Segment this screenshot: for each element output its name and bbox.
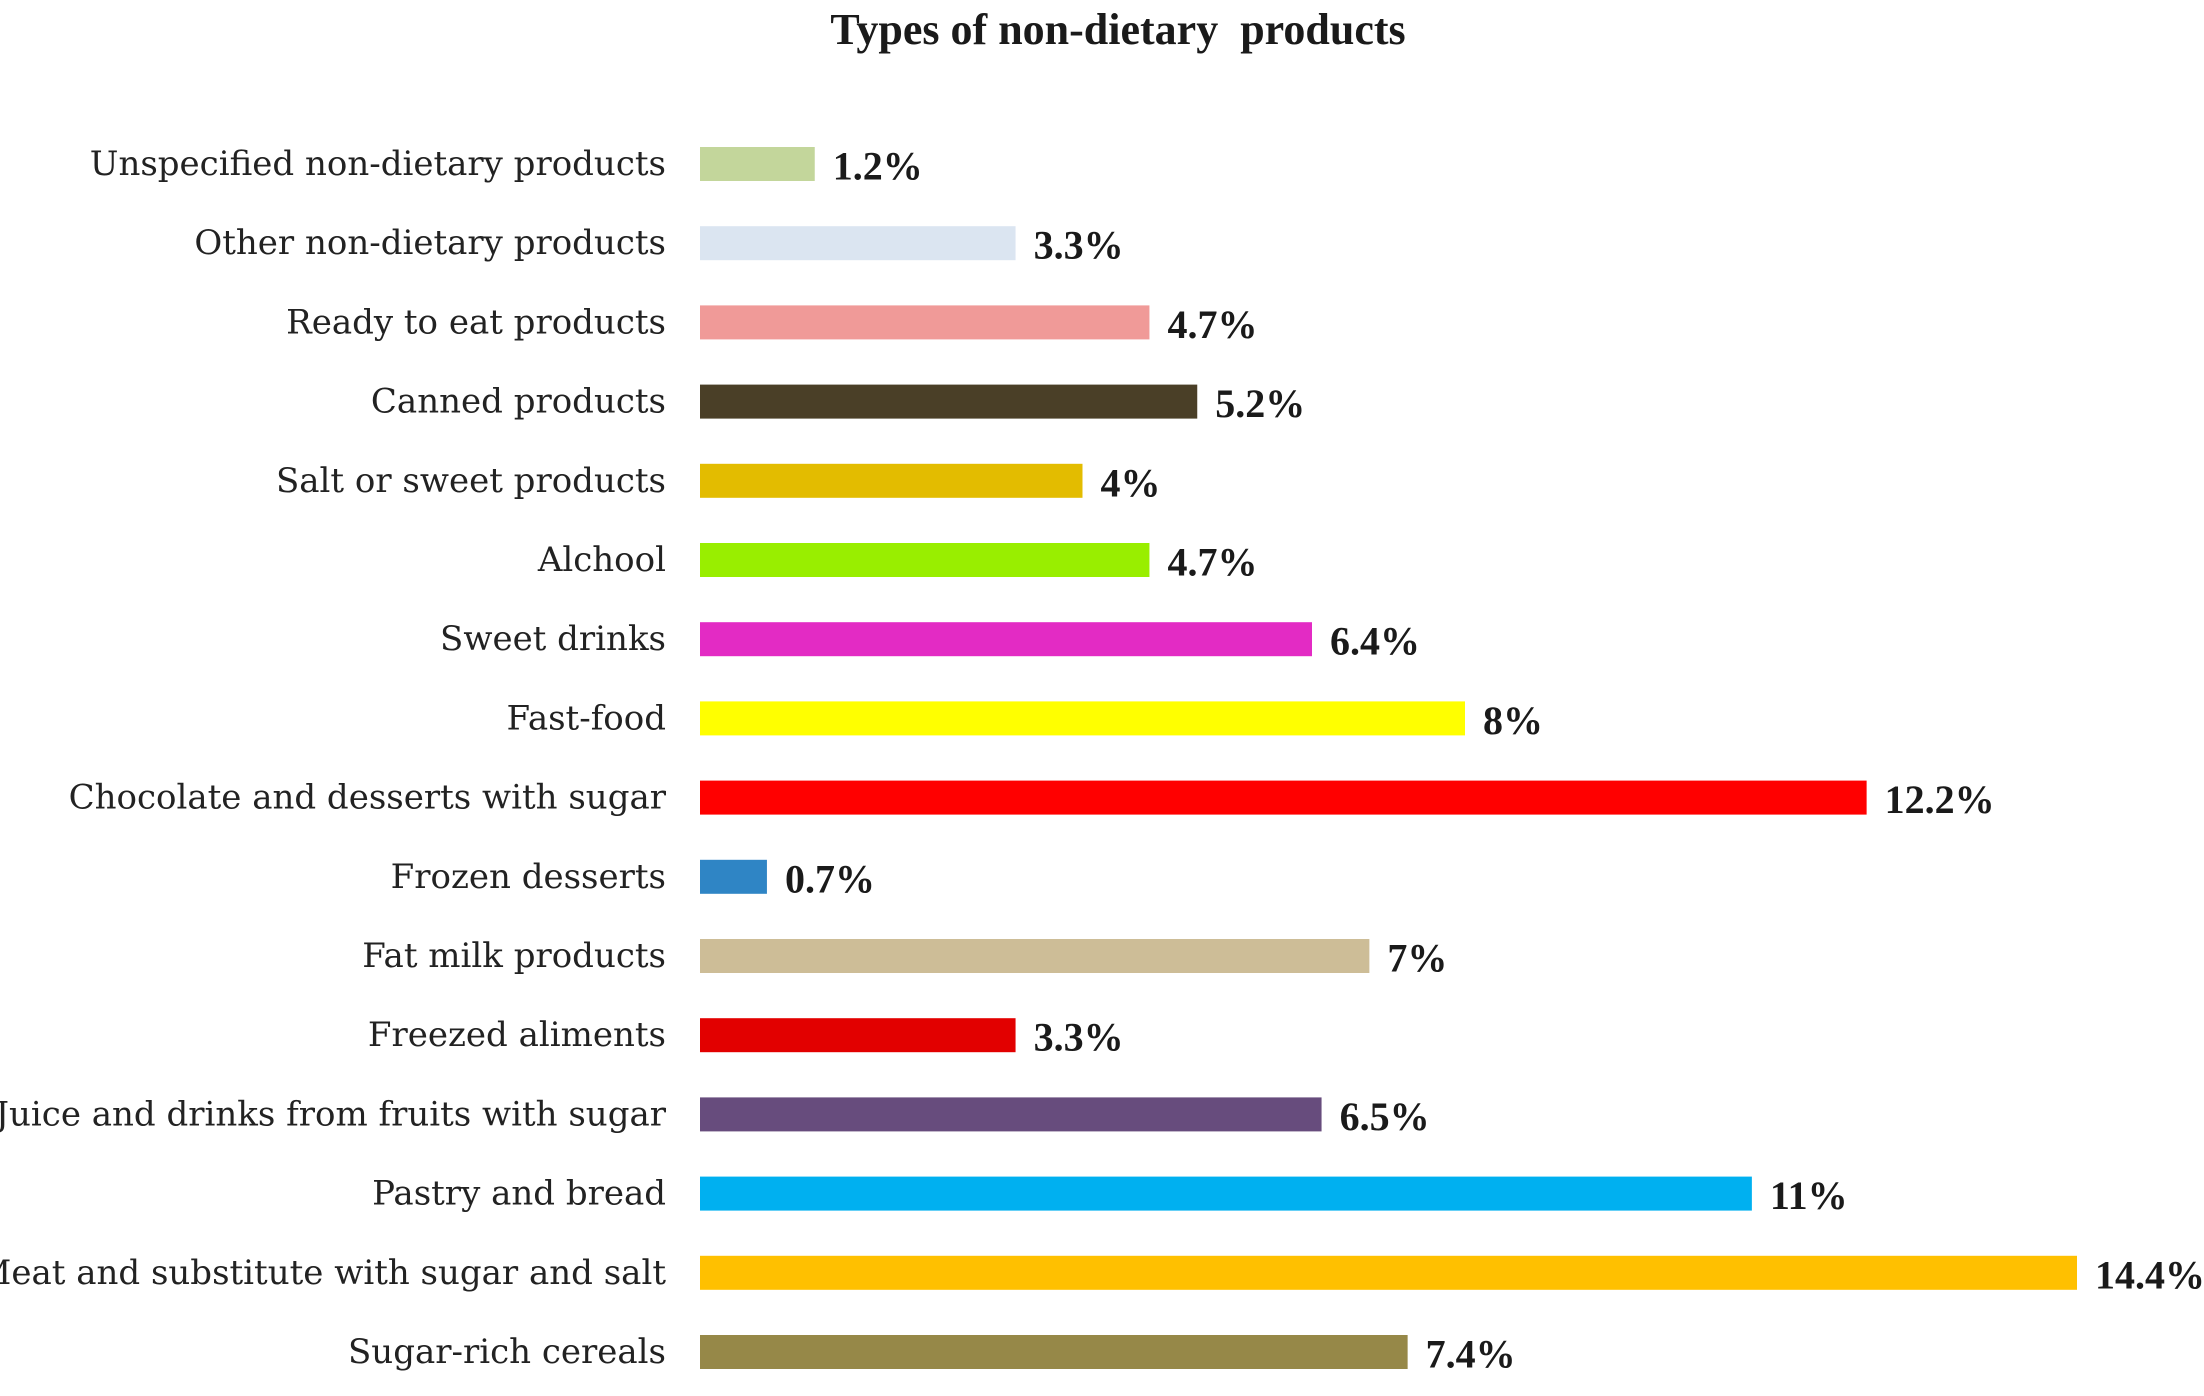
bar [700, 1255, 2077, 1290]
data-label: 12.2% [1885, 777, 1995, 822]
bar-row: Canned products 5.2% [371, 381, 1305, 426]
category-label: Ready to eat products [286, 302, 666, 342]
data-label: 4.7% [1167, 540, 1257, 585]
data-label: 4.7% [1167, 302, 1257, 347]
bar [700, 939, 1370, 973]
bar-row: Sweet drinks 6.4% [440, 619, 1420, 664]
category-label: Fat milk products [362, 936, 666, 976]
bar-row: Other non-dietary products 3.3% [194, 223, 1123, 268]
category-label: Unspecified non-dietary products [90, 144, 666, 184]
chart-title: Types of non-dietary products [830, 5, 1405, 54]
bar [700, 226, 1016, 261]
data-label: 0.7% [785, 856, 875, 901]
category-label: Sugar-rich cereals [348, 1332, 666, 1372]
data-label: 5.2% [1215, 381, 1305, 426]
category-label: Chocolate and desserts with sugar [69, 778, 667, 818]
bar [700, 305, 1150, 340]
bar [700, 622, 1312, 657]
bar-row: Fat milk products 7% [362, 936, 1447, 981]
category-label: Alchool [537, 540, 666, 580]
bar [700, 147, 815, 181]
data-label: 7% [1387, 936, 1447, 981]
category-label: Salt or sweet products [276, 461, 666, 501]
bar-row: Chocolate and desserts with sugar 12.2% [69, 777, 1995, 822]
data-label: 3.3% [1034, 1015, 1124, 1060]
data-label: 11% [1770, 1173, 1848, 1218]
bar-row: Sugar-rich cereals 7.4% [348, 1332, 1516, 1377]
bar-row: Pastry and bread 11% [372, 1173, 1848, 1218]
data-label: 1.2% [833, 144, 923, 189]
category-label: Canned products [371, 382, 666, 422]
bar [700, 1097, 1322, 1132]
bar-row: Fast-food 8% [507, 698, 1543, 743]
category-label: Frozen desserts [391, 857, 666, 897]
data-label: 8% [1483, 698, 1543, 743]
bar-row: Salt or sweet products 4% [276, 460, 1161, 505]
bar [700, 780, 1867, 815]
bar-row: Unspecified non-dietary products 1.2% [90, 144, 923, 189]
category-label: Other non-dietary products [194, 223, 666, 263]
data-label: 6.4% [1330, 619, 1420, 664]
data-label: 3.3% [1034, 223, 1124, 268]
bar-row: Frozen desserts 0.7% [391, 856, 875, 901]
bars-layer: Unspecified non-dietary products 1.2% Othe… [0, 144, 2204, 1377]
category-label: Pastry and bread [372, 1174, 666, 1214]
bar [700, 701, 1465, 736]
bar-row: Ready to eat products 4.7% [286, 302, 1257, 347]
category-label: Fast-food [507, 698, 666, 738]
data-label: 6.5% [1340, 1094, 1430, 1139]
bar-row: Juice and drinks from fruits with sugar 6… [0, 1094, 1430, 1139]
category-label: Freezed aliments [368, 1015, 666, 1055]
bar-row: Meat and substitute with sugar and salt 1… [0, 1252, 2204, 1297]
data-label: 7.4% [1426, 1332, 1516, 1377]
bar [700, 1018, 1016, 1053]
data-label: 4% [1101, 460, 1161, 505]
data-label: 14.4% [2095, 1252, 2204, 1297]
bar-row: Freezed aliments 3.3% [368, 1015, 1124, 1060]
category-label: Juice and drinks from fruits with sugar [0, 1094, 667, 1134]
bar [700, 1176, 1752, 1211]
bar [700, 859, 767, 894]
bar [700, 384, 1198, 419]
bar [700, 1335, 1408, 1369]
bar [700, 543, 1150, 577]
category-label: Sweet drinks [440, 619, 666, 659]
bar-row: Alchool 4.7% [537, 540, 1258, 585]
bar [700, 463, 1083, 498]
category-label: Meat and substitute with sugar and salt [0, 1253, 666, 1293]
